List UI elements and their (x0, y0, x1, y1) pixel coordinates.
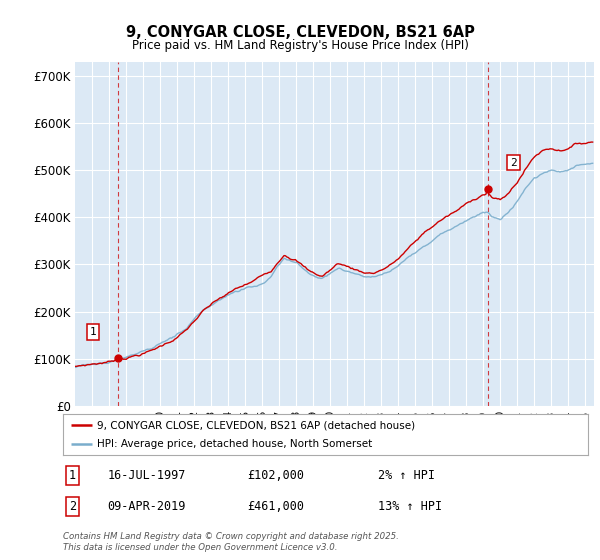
Text: 2: 2 (510, 157, 517, 167)
Text: 2% ↑ HPI: 2% ↑ HPI (378, 469, 435, 482)
Text: 9, CONYGAR CLOSE, CLEVEDON, BS21 6AP: 9, CONYGAR CLOSE, CLEVEDON, BS21 6AP (125, 25, 475, 40)
Text: Price paid vs. HM Land Registry's House Price Index (HPI): Price paid vs. HM Land Registry's House … (131, 39, 469, 53)
Text: 9, CONYGAR CLOSE, CLEVEDON, BS21 6AP (detached house): 9, CONYGAR CLOSE, CLEVEDON, BS21 6AP (de… (97, 421, 415, 430)
Text: Contains HM Land Registry data © Crown copyright and database right 2025.
This d: Contains HM Land Registry data © Crown c… (63, 533, 399, 552)
Text: HPI: Average price, detached house, North Somerset: HPI: Average price, detached house, Nort… (97, 439, 373, 449)
Text: £102,000: £102,000 (247, 469, 304, 482)
Text: 16-JUL-1997: 16-JUL-1997 (107, 469, 186, 482)
Text: 1: 1 (89, 327, 96, 337)
Text: 13% ↑ HPI: 13% ↑ HPI (378, 500, 442, 513)
Text: 09-APR-2019: 09-APR-2019 (107, 500, 186, 513)
Text: 1: 1 (69, 469, 76, 482)
Text: £461,000: £461,000 (247, 500, 304, 513)
Text: 2: 2 (69, 500, 76, 513)
